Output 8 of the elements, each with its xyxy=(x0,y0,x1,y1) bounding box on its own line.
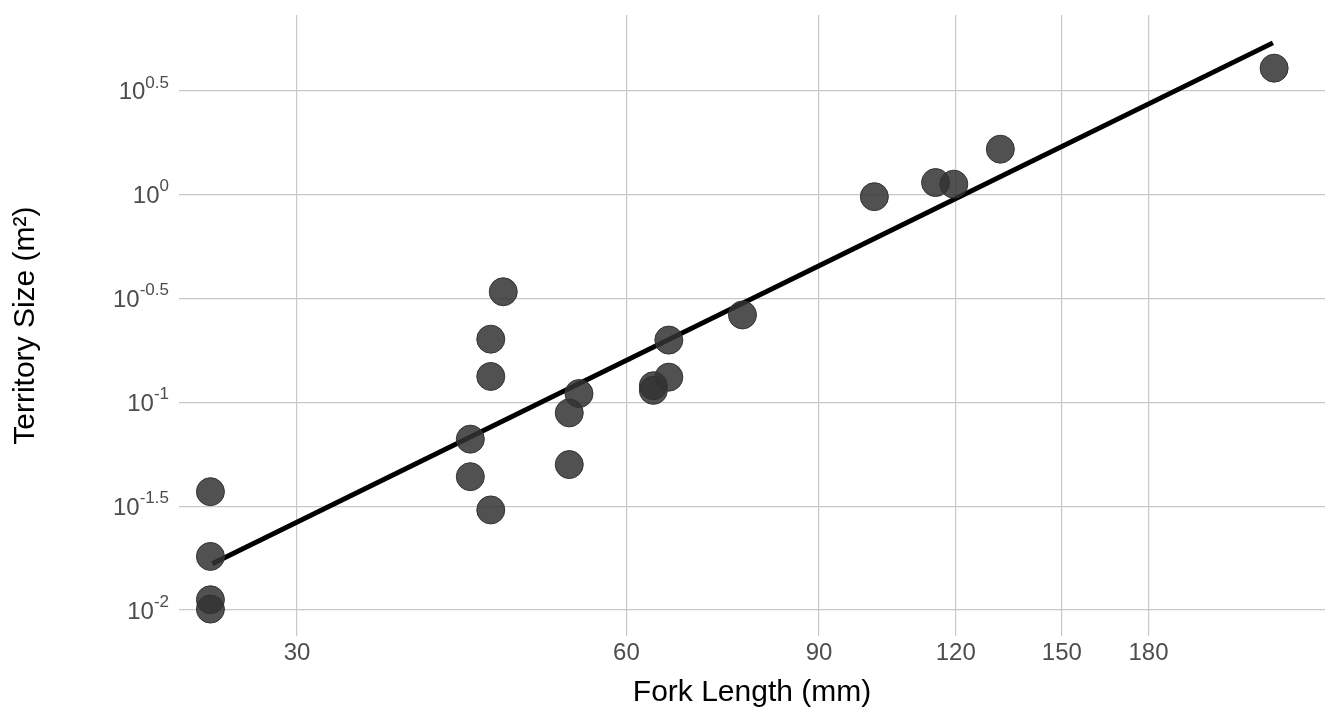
x-tick-label: 180 xyxy=(1128,638,1169,666)
x-tick-label: 90 xyxy=(805,638,833,666)
x-tick-label: 60 xyxy=(613,638,640,666)
x-tick-label: 150 xyxy=(1041,638,1082,666)
y-axis-title: Territory Size (m²) xyxy=(7,206,41,445)
x-tick-label: 30 xyxy=(283,638,311,666)
x-tick-label: 120 xyxy=(935,638,976,666)
x-axis-title: Fork Length (mm) xyxy=(632,674,872,708)
